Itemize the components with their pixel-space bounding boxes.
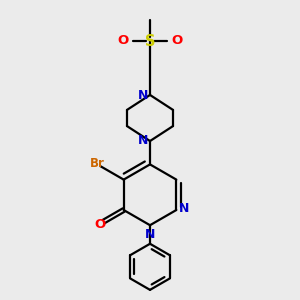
Text: O: O xyxy=(118,34,129,47)
Text: S: S xyxy=(145,34,155,49)
Text: N: N xyxy=(179,202,190,215)
Text: O: O xyxy=(171,34,182,47)
Text: O: O xyxy=(94,218,106,231)
Text: N: N xyxy=(145,228,155,241)
Text: N: N xyxy=(138,89,148,102)
Text: Br: Br xyxy=(89,157,104,170)
Text: N: N xyxy=(138,134,148,147)
